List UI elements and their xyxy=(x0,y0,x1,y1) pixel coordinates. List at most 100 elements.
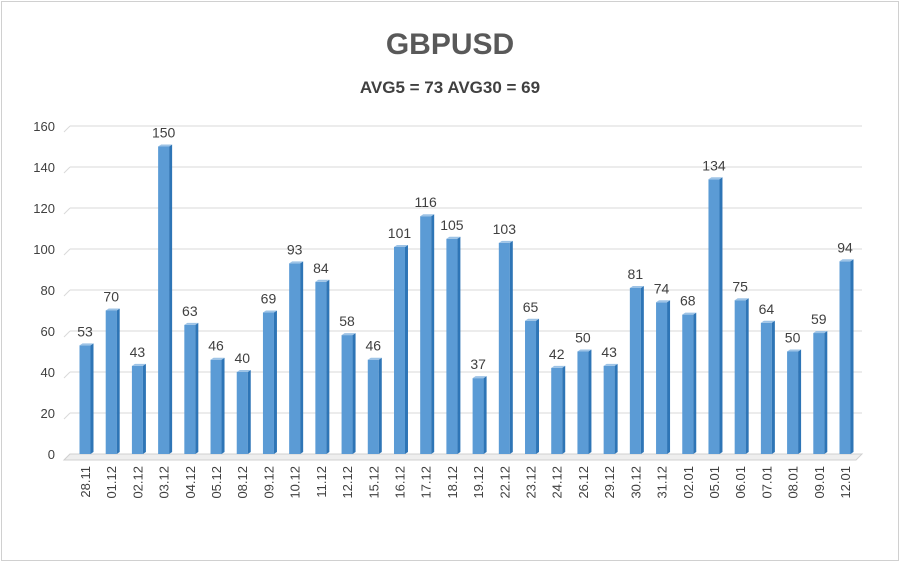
bar-side xyxy=(247,370,251,454)
x-tick-label: 01.12 xyxy=(104,466,119,499)
data-label: 63 xyxy=(182,303,198,319)
data-label: 50 xyxy=(575,330,591,346)
x-tick-label: 30.12 xyxy=(628,466,643,499)
x-tick-label: 09.12 xyxy=(261,466,276,499)
data-label: 74 xyxy=(654,280,670,296)
x-tick-label: 15.12 xyxy=(366,466,381,499)
x-tick-label: 05.01 xyxy=(707,466,722,499)
bar xyxy=(393,246,405,454)
x-tick-label: 26.12 xyxy=(576,466,591,499)
data-label: 65 xyxy=(523,299,539,315)
gridline-depth xyxy=(63,207,71,215)
data-label: 105 xyxy=(440,217,464,233)
bar-top xyxy=(420,214,435,217)
data-label: 42 xyxy=(549,346,565,362)
bar-side xyxy=(142,363,146,454)
y-tick-label: 60 xyxy=(41,324,55,339)
data-label: 116 xyxy=(415,194,438,210)
bar-top xyxy=(210,357,225,360)
bar-side xyxy=(90,343,94,454)
bar xyxy=(105,310,117,454)
bar-top xyxy=(158,144,173,147)
x-tick-label: 06.01 xyxy=(733,466,748,499)
data-label: 70 xyxy=(103,289,119,305)
gridline-depth xyxy=(63,371,71,379)
gridline-depth xyxy=(63,330,71,338)
data-label: 84 xyxy=(313,260,329,276)
bar-side xyxy=(719,177,723,455)
bar-top xyxy=(760,320,775,323)
bar xyxy=(525,320,537,454)
bar-side xyxy=(431,214,435,454)
bar-side xyxy=(798,349,802,454)
bar xyxy=(367,359,379,454)
y-tick-label: 140 xyxy=(33,160,55,175)
bar xyxy=(760,322,772,454)
bar xyxy=(813,333,825,454)
chart-subtitle: AVG5 = 73 AVG30 = 69 xyxy=(359,78,541,97)
data-label: 150 xyxy=(152,125,176,141)
bar-side xyxy=(824,331,828,454)
y-tick-label: 20 xyxy=(41,406,55,421)
bar xyxy=(210,359,222,454)
data-label: 81 xyxy=(628,266,644,282)
bar xyxy=(79,345,91,454)
bar xyxy=(472,378,484,454)
bar-side xyxy=(169,144,173,454)
x-tick-label: 22.12 xyxy=(497,466,512,499)
x-tick-label: 29.12 xyxy=(602,466,617,499)
bar-side xyxy=(509,240,513,454)
y-tick-label: 100 xyxy=(33,242,55,257)
chart-floor xyxy=(62,453,864,461)
x-tick-label: 12.12 xyxy=(340,466,355,499)
data-label: 101 xyxy=(388,225,412,241)
data-label: 69 xyxy=(261,291,277,307)
y-tick-label: 120 xyxy=(33,201,55,216)
bar xyxy=(839,261,851,454)
x-tick-label: 12.01 xyxy=(838,466,853,499)
bar xyxy=(629,287,641,454)
bar-top xyxy=(787,349,802,352)
bar-top xyxy=(79,343,94,346)
bar xyxy=(551,367,563,454)
x-tick-label: 02.12 xyxy=(130,466,145,499)
bar-side xyxy=(850,259,854,454)
bar-side xyxy=(273,310,277,454)
bar-side xyxy=(195,322,199,454)
bar-side xyxy=(457,236,461,454)
bar-top xyxy=(105,308,120,311)
data-label: 134 xyxy=(702,157,726,173)
x-tick-label: 02.01 xyxy=(681,466,696,499)
x-tick-label: 11.12 xyxy=(314,466,329,498)
bar xyxy=(420,216,432,454)
x-tick-label: 04.12 xyxy=(183,466,198,499)
bar-top xyxy=(498,240,513,243)
bar-top xyxy=(472,376,487,379)
x-tick-label: 09.01 xyxy=(812,466,827,499)
data-label: 94 xyxy=(837,239,853,255)
bar-side xyxy=(640,285,644,454)
x-tick-label: 03.12 xyxy=(157,466,172,499)
data-label: 64 xyxy=(759,301,775,317)
bar-top xyxy=(341,333,356,336)
bar-side xyxy=(352,333,356,454)
x-tick-label: 28.11 xyxy=(78,466,93,498)
x-tick-label: 08.01 xyxy=(786,466,801,499)
bar-top xyxy=(708,177,723,180)
bar-top xyxy=(184,322,199,325)
bar-side xyxy=(378,357,382,454)
bar-side xyxy=(745,298,749,454)
bar-top xyxy=(656,300,671,303)
gridline-depth xyxy=(63,125,71,133)
bar-side xyxy=(483,376,487,454)
bar xyxy=(158,146,170,454)
bar xyxy=(603,365,615,454)
bar-side xyxy=(562,365,566,454)
bar-top xyxy=(682,312,697,315)
bar xyxy=(498,242,510,454)
gridline-depth xyxy=(63,289,71,297)
bar xyxy=(341,335,353,454)
bar xyxy=(184,324,196,454)
x-tick-label: 31.12 xyxy=(655,466,670,499)
